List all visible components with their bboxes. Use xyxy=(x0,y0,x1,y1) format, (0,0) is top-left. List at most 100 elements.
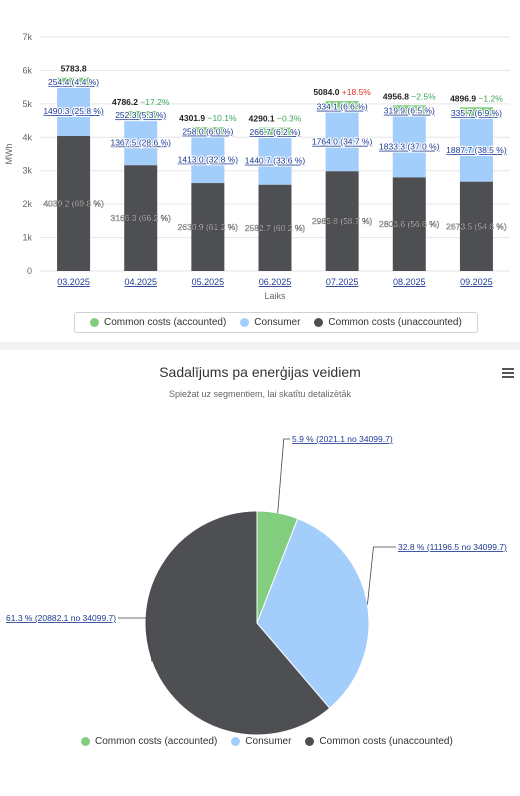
total-value: 5084.0 xyxy=(313,87,339,97)
bar-segment[interactable] xyxy=(191,127,225,136)
legend-item-common-accounted[interactable]: Common costs (accounted) xyxy=(81,736,217,747)
legend-label: Consumer xyxy=(245,736,292,747)
change-percent: +18.5% xyxy=(339,87,371,97)
total-value: 5783.8 xyxy=(61,64,87,74)
pie-data-label[interactable]: 5.9 % (2021.1 no 34099.7) xyxy=(292,434,393,444)
y-tick-label: 7k xyxy=(22,32,32,42)
data-label: 2673.5 (54.6 %) xyxy=(446,221,507,231)
pie-chart-subtitle: Spiežat uz segmentiem, lai skatītu detal… xyxy=(168,389,352,399)
panel-separator xyxy=(0,342,520,350)
x-tick-label[interactable]: 08.2025 xyxy=(393,277,426,287)
x-tick-label[interactable]: 05.2025 xyxy=(192,277,225,287)
legend-item-common-unaccounted[interactable]: Common costs (unaccounted) xyxy=(305,736,453,747)
pie-chart-title: Sadalījums pa enerģijas veidiem xyxy=(159,364,361,380)
data-label[interactable]: 1490.3 (25.8 %) xyxy=(42,105,105,117)
bar-segment[interactable] xyxy=(124,165,158,271)
data-label[interactable]: 1887.7 (38.5 %) xyxy=(445,144,508,156)
pie-chart-legend: Common costs (accounted) Consumer Common… xyxy=(74,736,460,747)
data-label[interactable]: 258.0 (6.0 %) xyxy=(181,125,234,137)
bar-segment[interactable] xyxy=(258,184,292,271)
y-tick-label: 2k xyxy=(22,199,32,209)
stacked-bar-chart-panel: 0 1k 2k 3k 4k 5k 6k 7k MWh 4039.2 (69.8 %) 1490.3 … xyxy=(0,0,520,342)
bar-segment[interactable] xyxy=(124,119,158,166)
bar-segment[interactable] xyxy=(459,118,493,182)
legend-dot xyxy=(305,737,315,746)
legend-dot xyxy=(81,737,90,746)
data-label[interactable]: 1764.0 (34.7 %) xyxy=(311,136,374,148)
bar-segment[interactable] xyxy=(258,127,292,137)
data-label[interactable]: 319.9 (6.5 %) xyxy=(383,105,436,117)
bar-segment[interactable] xyxy=(392,177,426,271)
y-tick-label: 0 xyxy=(27,266,32,276)
data-label[interactable]: 266.7 (6.2 %) xyxy=(248,126,301,138)
data-label[interactable]: 252.3 (5.3 %) xyxy=(114,109,167,121)
change-percent: −10.1% xyxy=(205,113,237,123)
data-label[interactable]: 1413.0 (32.8 %) xyxy=(177,153,240,165)
bar-segment[interactable] xyxy=(325,171,359,271)
legend-dot xyxy=(90,318,99,327)
data-label: 4039.2 (69.8 %) xyxy=(43,198,104,208)
pie-slice[interactable] xyxy=(256,518,370,709)
legend-label: Common costs (unaccounted) xyxy=(319,736,453,747)
pie-data-label[interactable]: 32.8 % (11196.5 no 34099.7) xyxy=(398,542,507,552)
bar-segment[interactable] xyxy=(57,86,91,136)
bar-segment[interactable] xyxy=(57,135,91,271)
bar-segment[interactable] xyxy=(325,101,359,113)
total-label: 4290.1 −0.3% xyxy=(249,114,302,124)
bar-segment[interactable] xyxy=(191,135,225,184)
x-tick-label[interactable]: 07.2025 xyxy=(326,277,359,287)
legend-item-common-accounted[interactable]: Common costs (accounted) xyxy=(90,317,226,328)
legend-dot xyxy=(231,737,241,746)
y-tick-label: 3k xyxy=(22,166,32,176)
x-tick-label[interactable]: 04.2025 xyxy=(124,277,157,287)
total-value: 4290.1 xyxy=(249,114,275,124)
x-tick-label[interactable]: 09.2025 xyxy=(460,277,493,287)
bar-segment[interactable] xyxy=(258,136,292,185)
data-label[interactable]: 1833.3 (37.0 %) xyxy=(378,141,441,153)
bar-segment[interactable] xyxy=(459,181,493,271)
pie-connector xyxy=(118,617,153,662)
data-label: 2582.7 (60.2 %) xyxy=(245,223,306,233)
legend-label: Common costs (accounted) xyxy=(104,317,227,328)
pie-connector xyxy=(277,438,290,513)
bar-segment[interactable] xyxy=(124,111,158,120)
total-label: 5084.0 +18.5% xyxy=(313,87,371,97)
bar-segment[interactable] xyxy=(392,115,426,178)
data-label[interactable]: 1367.5 (28.6 %) xyxy=(109,136,172,148)
change-percent: −17.2% xyxy=(138,97,170,107)
legend-label: Common costs (unaccounted) xyxy=(328,317,462,328)
legend-dot xyxy=(314,318,324,327)
data-label[interactable]: 1440.7 (33.6 %) xyxy=(244,154,307,166)
bar-segment[interactable] xyxy=(57,77,91,87)
x-tick-label[interactable]: 03.2025 xyxy=(57,277,90,287)
bar-segment[interactable] xyxy=(459,107,493,119)
stacked-bar-chart: 0 1k 2k 3k 4k 5k 6k 7k MWh 4039.2 (69.8 %) 1490.3 … xyxy=(4,32,510,301)
change-percent: −2.5% xyxy=(409,91,436,101)
data-label: 2803.6 (56.6 %) xyxy=(379,219,440,229)
data-label: 2630.9 (61.2 %) xyxy=(178,222,239,232)
pie-chart: 5.9 % (2021.1 no 34099.7) 32.8 % (11196.5… xyxy=(6,434,507,736)
data-label[interactable]: 335.7 (6.9 %) xyxy=(450,107,503,119)
bar-chart-legend: Common costs (accounted) Consumer Common… xyxy=(74,312,478,333)
data-label[interactable]: 334.1 (6.6 %) xyxy=(316,101,369,113)
total-value: 4786.2 xyxy=(112,97,138,107)
y-tick-label: 6k xyxy=(22,65,32,75)
total-label: 4786.2 −17.2% xyxy=(112,97,170,107)
bar-segment[interactable] xyxy=(325,112,359,172)
hamburger-menu-icon[interactable] xyxy=(502,368,514,378)
y-axis-label: MWh xyxy=(4,144,14,165)
data-label[interactable]: 254.4 (4.4 %) xyxy=(47,76,100,88)
data-label: 3166.3 (66.2 %) xyxy=(110,213,171,223)
pie-chart-panel: Sadalījums pa enerģijas veidiem Spiežat … xyxy=(0,350,520,796)
change-percent: −1.2% xyxy=(476,93,503,103)
bar-segment[interactable] xyxy=(191,183,225,271)
bar-segment[interactable] xyxy=(392,105,426,116)
legend-label: Common costs (accounted) xyxy=(95,736,218,747)
total-value: 4956.8 xyxy=(383,91,409,101)
legend-item-consumer[interactable]: Consumer xyxy=(231,736,291,747)
y-tick-label: 1k xyxy=(22,233,32,243)
pie-data-label[interactable]: 61.3 % (20882.1 no 34099.7) xyxy=(6,613,116,623)
x-tick-label[interactable]: 06.2025 xyxy=(259,277,292,287)
legend-item-common-unaccounted[interactable]: Common costs (unaccounted) xyxy=(314,317,462,328)
legend-item-consumer[interactable]: Consumer xyxy=(240,317,300,328)
